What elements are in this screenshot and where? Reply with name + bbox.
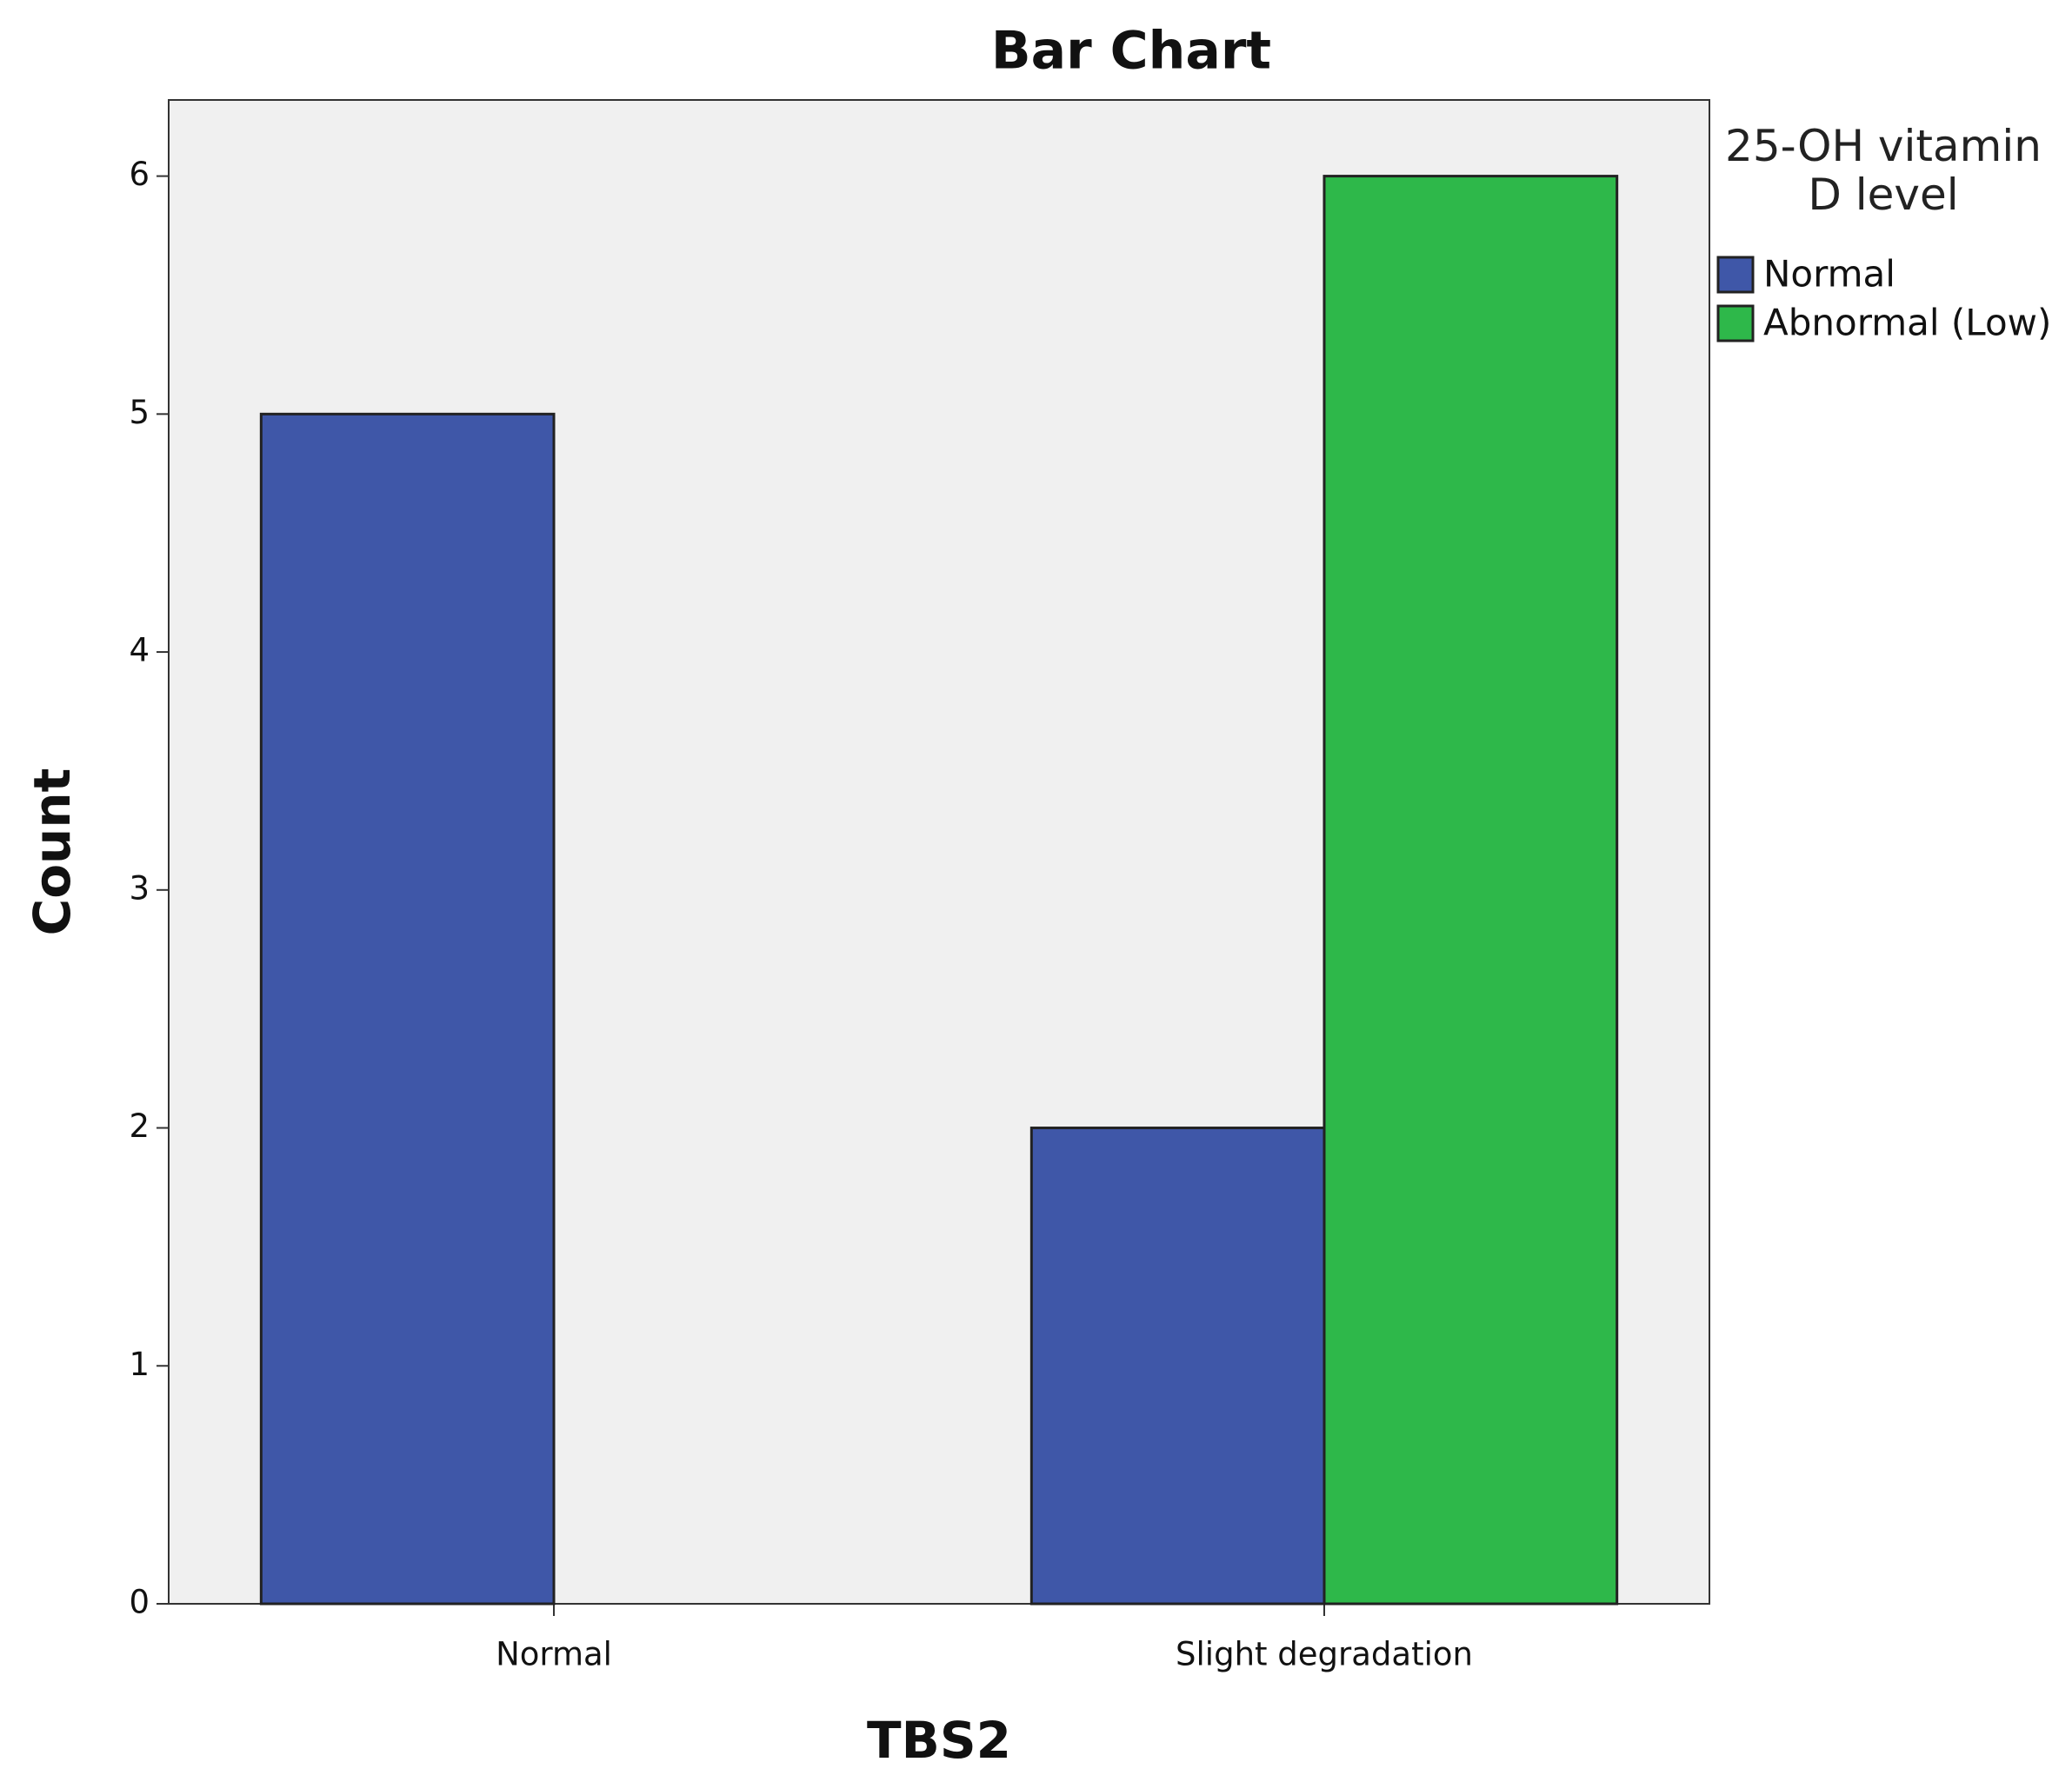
bar: [259, 412, 556, 1606]
x-tick-label: Slight degradation: [1176, 1636, 1473, 1673]
y-tick-label: 4: [129, 632, 150, 669]
y-tick-label: 0: [129, 1584, 150, 1621]
y-axis-title: Count: [23, 768, 82, 936]
y-tick-label: 1: [129, 1346, 150, 1383]
legend-label: Normal: [1763, 253, 1895, 296]
legend-label: Abnormal (Low): [1763, 302, 2051, 344]
y-tick-label: 2: [129, 1107, 150, 1145]
legend-title: 25-OH vitamin D level: [1725, 121, 2042, 220]
x-axis-title: TBS2: [867, 1711, 1011, 1770]
y-tick-label: 6: [129, 156, 150, 193]
legend-swatch: [1716, 304, 1755, 342]
legend-swatch: [1716, 256, 1755, 294]
chart-title: Bar Chart: [991, 21, 1271, 82]
bar: [1322, 175, 1619, 1606]
y-tick-label: 5: [129, 394, 150, 431]
x-tick-label: Normal: [496, 1636, 612, 1673]
y-tick-label: 3: [129, 869, 150, 907]
bar: [1029, 1127, 1326, 1606]
